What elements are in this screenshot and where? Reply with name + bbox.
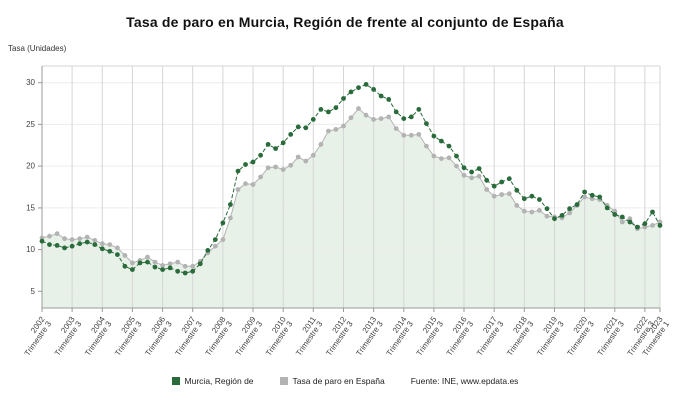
source-attribution: Fuente: INE, www.epdata.es — [411, 376, 519, 386]
svg-text:2004Trimestre 3: 2004Trimestre 3 — [77, 315, 114, 358]
svg-text:15: 15 — [26, 203, 35, 212]
source-prefix: Fuente: INE, — [410, 376, 461, 386]
chart-title: Tasa de paro en Murcia, Región de frente… — [126, 14, 564, 30]
espana-series-label: Tasa de paro en España — [292, 376, 385, 386]
legend: Murcia, Región de Tasa de paro en España… — [0, 376, 690, 386]
espana-series-swatch — [279, 377, 288, 385]
svg-text:20: 20 — [26, 162, 35, 171]
svg-text:2011Trimestre 3: 2011Trimestre 3 — [288, 315, 325, 358]
legend-item-espana: Tasa de paro en España — [279, 376, 385, 386]
svg-text:2003Trimestre 3: 2003Trimestre 3 — [46, 315, 83, 358]
svg-text:2016Trimestre 3: 2016Trimestre 3 — [438, 315, 475, 358]
svg-text:2008Trimestre 3: 2008Trimestre 3 — [197, 315, 234, 358]
murcia-series-swatch — [171, 377, 180, 385]
svg-text:2018Trimestre 3: 2018Trimestre 3 — [499, 315, 536, 358]
svg-text:2020Trimestre 3: 2020Trimestre 3 — [559, 315, 596, 358]
svg-text:2009Trimestre 3: 2009Trimestre 3 — [227, 315, 264, 358]
murcia-series-label: Murcia, Región de — [184, 376, 254, 386]
svg-text:2015Trimestre 3: 2015Trimestre 3 — [408, 315, 445, 358]
svg-text:2005Trimestre 3: 2005Trimestre 3 — [107, 315, 144, 358]
epdata-link[interactable]: www.epdata.es — [460, 376, 519, 386]
svg-text:10: 10 — [26, 245, 35, 254]
svg-text:2002Trimestre 3: 2002Trimestre 3 — [16, 315, 53, 358]
svg-text:5: 5 — [31, 287, 36, 296]
svg-text:2014Trimestre 3: 2014Trimestre 3 — [378, 315, 415, 358]
svg-text:2022Trimestre 3: 2022Trimestre 3 — [619, 315, 656, 358]
legend-item-murcia: Murcia, Región de — [171, 376, 254, 386]
svg-text:2010Trimestre 3: 2010Trimestre 3 — [257, 315, 294, 358]
y-axis-title: Tasa (Unidades) — [8, 44, 67, 53]
svg-text:2006Trimestre 3: 2006Trimestre 3 — [137, 315, 174, 358]
svg-text:25: 25 — [26, 120, 35, 129]
svg-text:2021Trimestre 3: 2021Trimestre 3 — [589, 315, 626, 358]
svg-text:2007Trimestre 3: 2007Trimestre 3 — [167, 315, 204, 358]
svg-text:30: 30 — [26, 78, 35, 87]
svg-text:2013Trimestre 3: 2013Trimestre 3 — [348, 315, 385, 358]
svg-text:2012Trimestre 3: 2012Trimestre 3 — [318, 315, 355, 358]
svg-text:2017Trimestre 3: 2017Trimestre 3 — [468, 315, 505, 358]
svg-text:2019Trimestre 3: 2019Trimestre 3 — [529, 315, 566, 358]
svg-text:2023Trimestre 1: 2023Trimestre 1 — [634, 315, 671, 358]
